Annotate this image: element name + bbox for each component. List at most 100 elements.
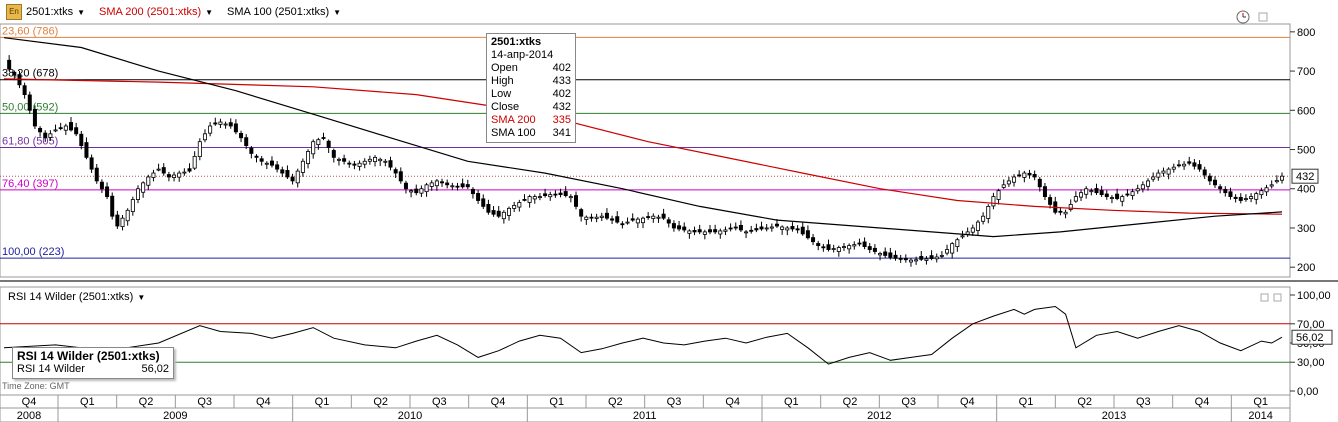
candle-body — [130, 199, 135, 212]
rsi-tooltip: RSI 14 Wilder (2501:xtks) RSI 14 Wilder 5… — [12, 347, 174, 379]
tooltip-row-low: Low 402 — [491, 88, 571, 100]
sma200-selector[interactable]: SMA 200 (2501:xtks) ▼ — [99, 6, 213, 18]
candle — [841, 243, 846, 251]
candle-body — [249, 147, 254, 154]
sma100-label: SMA 100 (2501:xtks) — [227, 6, 330, 18]
candle — [749, 225, 754, 234]
candle-body — [981, 215, 986, 222]
quarter-label: Q3 — [901, 396, 916, 408]
symbol-selector[interactable]: En 2501:xtks ▼ — [6, 4, 85, 20]
quarter-label: Q2 — [1077, 396, 1092, 408]
candle-body — [244, 137, 249, 146]
candle — [465, 179, 470, 190]
candle-body — [38, 127, 43, 133]
sma100-selector[interactable]: SMA 100 (2501:xtks) ▼ — [227, 6, 341, 18]
candle — [697, 224, 702, 235]
candle-body — [774, 223, 779, 227]
tooltip-row-close: Close 432 — [491, 101, 571, 113]
candle-body — [1161, 170, 1166, 174]
candle-body — [646, 216, 651, 218]
candle-body — [233, 123, 238, 133]
candle-body — [537, 196, 542, 198]
candle — [558, 188, 563, 198]
candle-body — [1120, 196, 1125, 202]
candle — [847, 243, 852, 254]
candle-body — [847, 245, 852, 250]
candle-body — [620, 223, 625, 226]
candle-body — [821, 246, 826, 249]
candle-body — [831, 248, 836, 250]
candle-body — [398, 171, 403, 182]
candle-body — [898, 257, 903, 260]
y-tick-label: 500 — [1297, 145, 1315, 157]
candle — [1120, 194, 1125, 207]
candle — [1171, 163, 1176, 173]
candle — [342, 154, 347, 165]
candle-body — [908, 259, 913, 263]
chevron-down-icon[interactable]: ▼ — [333, 7, 342, 17]
candle — [1042, 183, 1047, 201]
candle-body — [84, 142, 89, 158]
candle-body — [115, 214, 120, 227]
candle — [677, 220, 682, 232]
rsi-indicator-selector[interactable]: RSI 14 Wilder (2501:xtks) ▼ — [8, 291, 145, 303]
candle-body — [1233, 196, 1238, 199]
candle-body — [749, 229, 754, 232]
candle-body — [1084, 188, 1089, 195]
candle-body — [805, 230, 810, 239]
candle — [1125, 189, 1130, 197]
candle — [744, 229, 749, 239]
candle — [975, 219, 980, 236]
candle-body — [74, 127, 79, 135]
candle-body — [852, 244, 857, 247]
candle — [213, 117, 218, 126]
candle-body — [1243, 198, 1248, 200]
chevron-down-icon[interactable]: ▼ — [77, 7, 86, 17]
candle-body — [862, 241, 867, 248]
rsi-last-label: 56,02 — [1296, 332, 1324, 344]
candle — [362, 158, 367, 169]
candle — [373, 155, 378, 167]
candle-body — [682, 226, 687, 231]
candle-body — [177, 172, 182, 178]
candle — [470, 187, 475, 199]
year-label: 2008 — [17, 410, 41, 422]
quarter-label: Q1 — [1253, 396, 1268, 408]
candle-body — [950, 243, 955, 254]
candle-body — [470, 188, 475, 195]
candle-body — [522, 199, 527, 201]
rsi-close-icon[interactable] — [1273, 293, 1282, 302]
candle-body — [1280, 175, 1285, 181]
chevron-down-icon[interactable]: ▼ — [205, 7, 214, 17]
clock-icon[interactable] — [1236, 10, 1250, 24]
chevron-down-icon[interactable]: ▼ — [137, 292, 146, 302]
candle — [244, 134, 249, 150]
candle — [89, 154, 94, 173]
fib-level-label: 100,00 (223) — [2, 246, 64, 258]
maximize-icon[interactable] — [1258, 12, 1268, 22]
candle — [950, 242, 955, 259]
candle — [656, 214, 661, 223]
candle — [728, 223, 733, 232]
candle — [228, 118, 233, 129]
candle — [579, 207, 584, 222]
candle — [264, 161, 269, 170]
candle-body — [27, 94, 32, 111]
candle — [79, 130, 84, 150]
candle-body — [367, 158, 372, 162]
candle-body — [187, 168, 192, 172]
candle-body — [434, 180, 439, 187]
candle-body — [383, 160, 388, 163]
candle — [996, 188, 1001, 205]
candle — [1012, 174, 1017, 187]
candle-body — [476, 193, 481, 201]
candle-body — [707, 229, 712, 233]
candle-body — [161, 167, 166, 174]
candle-body — [331, 150, 336, 158]
rsi-maximize-icon[interactable] — [1260, 293, 1269, 302]
quarter-label: Q4 — [1195, 396, 1210, 408]
candle — [367, 155, 372, 165]
candle — [1254, 191, 1259, 205]
candle-body — [197, 141, 202, 157]
